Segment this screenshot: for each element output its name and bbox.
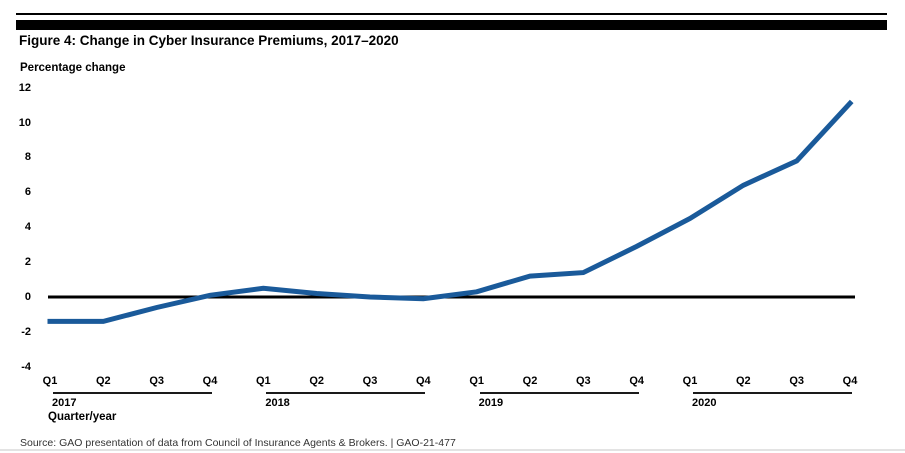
y-tick-label: -4 bbox=[21, 360, 31, 373]
bottom-rule bbox=[0, 449, 905, 451]
x-tick-label: Q2 bbox=[735, 375, 751, 387]
x-tick-label: Q1 bbox=[255, 375, 271, 387]
source-note: Source: GAO presentation of data from Co… bbox=[20, 437, 456, 449]
x-tick-label: Q1 bbox=[42, 375, 58, 387]
year-label: 2018 bbox=[265, 397, 290, 409]
y-axis-title: Percentage change bbox=[20, 62, 126, 74]
y-tick-label: 12 bbox=[18, 81, 31, 94]
y-tick-label: 2 bbox=[24, 256, 31, 269]
y-tick-label: 8 bbox=[24, 151, 31, 164]
x-tick-label: Q2 bbox=[309, 375, 324, 387]
y-tick-label: -2 bbox=[21, 325, 31, 338]
year-underline bbox=[53, 392, 212, 394]
year-underline bbox=[479, 392, 639, 394]
premiums-data-line bbox=[47, 99, 854, 324]
x-tick-label: Q4 bbox=[202, 375, 218, 387]
x-tick-label: Q3 bbox=[575, 375, 591, 387]
x-tick-label: Q2 bbox=[95, 375, 111, 387]
y-tick-label: 0 bbox=[24, 291, 31, 303]
year-underline bbox=[692, 392, 852, 394]
year-underline bbox=[266, 392, 426, 394]
x-tick-label: Q4 bbox=[629, 375, 644, 387]
year-label: 2017 bbox=[52, 397, 77, 409]
x-tick-label: Q3 bbox=[149, 375, 164, 387]
y-tick-label: 6 bbox=[24, 186, 31, 199]
x-tick-label: Q1 bbox=[469, 375, 484, 387]
year-label: 2020 bbox=[691, 397, 717, 409]
year-label: 2019 bbox=[478, 397, 504, 409]
x-tick-label: Q4 bbox=[415, 375, 431, 387]
x-tick-label: Q1 bbox=[682, 375, 698, 387]
x-tick-label: Q3 bbox=[789, 375, 804, 387]
top-black-bar bbox=[16, 20, 887, 30]
x-tick-label: Q3 bbox=[362, 375, 378, 387]
y-tick-label: 4 bbox=[24, 221, 31, 234]
x-tick-label: Q4 bbox=[842, 375, 858, 387]
y-tick-label: 10 bbox=[18, 116, 31, 129]
x-tick-label: Q2 bbox=[522, 375, 538, 387]
top-thin-rule bbox=[16, 13, 887, 15]
figure-title: Figure 4: Change in Cyber Insurance Prem… bbox=[19, 33, 399, 48]
x-axis-title: Quarter/year bbox=[48, 411, 117, 423]
